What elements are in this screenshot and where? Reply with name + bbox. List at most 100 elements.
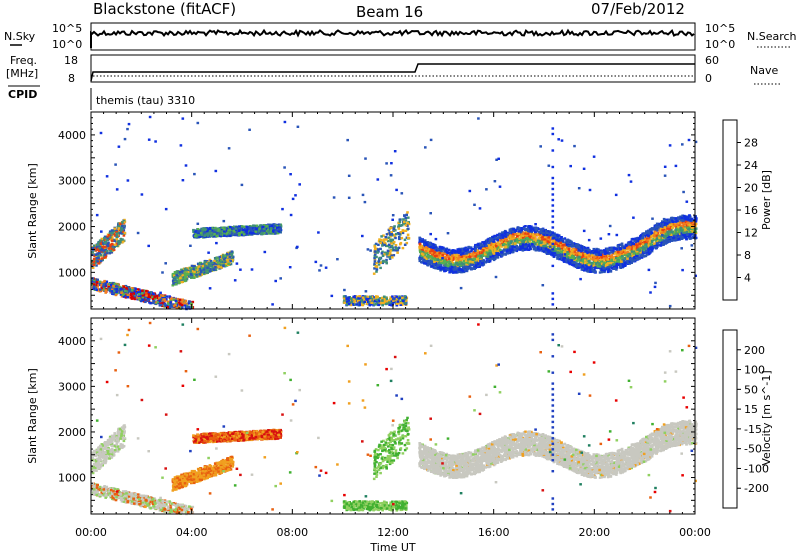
power-cell — [442, 267, 445, 269]
power-cell — [124, 232, 127, 234]
power-cell — [447, 269, 450, 271]
power-cell — [436, 265, 439, 267]
power-cell — [451, 252, 454, 254]
power-cell — [588, 264, 591, 266]
power-cell — [659, 244, 662, 246]
power-cell — [481, 262, 484, 264]
power-cell — [568, 248, 571, 250]
power-cell — [444, 264, 447, 266]
freq-label-line1: Freq. — [10, 54, 37, 67]
power-cell — [452, 271, 455, 273]
power-cell — [118, 227, 121, 229]
power-cell — [535, 228, 538, 230]
power-cell — [437, 248, 440, 250]
power-cell — [534, 243, 537, 245]
power-cell — [629, 253, 632, 255]
noise-left-label: N.Sky — [4, 30, 36, 43]
power-cell — [531, 245, 534, 247]
power-cell — [591, 262, 594, 264]
power-cell — [600, 254, 603, 256]
power-cell — [425, 242, 428, 244]
noise-left-tick-top: 10^5 — [52, 22, 82, 35]
power-cell — [419, 251, 422, 253]
power-cell — [450, 263, 453, 265]
power-cell — [689, 231, 692, 233]
power-cell — [670, 217, 673, 219]
power-cell — [488, 253, 491, 255]
power-cell — [509, 235, 512, 237]
power-cell — [471, 261, 474, 263]
power-cell — [630, 241, 633, 243]
power-cell — [595, 249, 598, 251]
power-cell — [108, 234, 111, 236]
power-cell — [645, 243, 648, 245]
power-cell — [675, 217, 678, 219]
power-cell — [632, 250, 635, 252]
power-cell — [512, 228, 515, 230]
power-cell — [101, 257, 104, 259]
power-cell — [507, 233, 510, 235]
power-cell — [557, 244, 560, 246]
power-cell — [580, 253, 583, 255]
power-cell — [679, 227, 682, 229]
power-cell — [653, 242, 656, 244]
power-cell — [440, 250, 443, 252]
power-cell — [572, 264, 575, 266]
power-cell — [523, 240, 526, 242]
power-cell — [636, 255, 639, 257]
power-cell — [93, 245, 96, 247]
power-cell — [521, 229, 524, 231]
power-cell — [633, 252, 636, 254]
power-cell — [474, 255, 477, 257]
power-cell — [418, 258, 421, 260]
power-cell — [477, 250, 480, 252]
power-cell — [560, 251, 563, 253]
power-cell — [682, 231, 685, 233]
power-cell — [419, 243, 422, 245]
power-cell — [504, 246, 507, 248]
power-cell — [437, 259, 440, 261]
power-cell — [424, 256, 427, 258]
power-cell — [111, 243, 114, 245]
power-cell — [494, 250, 497, 252]
power-cell — [472, 252, 475, 254]
power-cell — [526, 237, 529, 239]
freq-panel-frame — [91, 55, 695, 82]
power-cell — [617, 257, 620, 259]
power-cell — [91, 251, 94, 253]
power-cell — [567, 253, 570, 255]
power-cell — [428, 242, 431, 244]
power-cell — [645, 250, 648, 252]
power-cell — [524, 225, 527, 227]
power-cell — [629, 246, 632, 248]
power-cell — [549, 243, 552, 245]
power-cell — [443, 270, 446, 272]
power-cell — [423, 262, 426, 264]
power-cell — [490, 247, 493, 249]
power-cell — [427, 264, 430, 266]
power-cell — [96, 260, 99, 262]
power-cell — [591, 269, 594, 271]
power-cell — [451, 250, 454, 252]
power-cell — [514, 242, 517, 244]
power-cell — [679, 222, 682, 224]
power-cell — [636, 240, 639, 242]
power-cell — [103, 237, 106, 239]
power-cell — [121, 221, 124, 223]
power-cell — [643, 247, 646, 249]
noise-line — [91, 31, 694, 49]
power-cell — [109, 236, 112, 238]
power-cell — [561, 255, 564, 257]
power-cell — [618, 260, 621, 262]
power-cell — [629, 243, 632, 245]
power-cell — [481, 260, 484, 262]
power-cell — [602, 264, 605, 266]
power-cell — [511, 245, 514, 247]
power-cell — [522, 243, 525, 245]
power-cell — [116, 236, 119, 238]
power-cell — [479, 247, 482, 249]
power-cell — [460, 253, 463, 255]
power-cell — [641, 237, 644, 239]
power-cell — [466, 249, 469, 251]
